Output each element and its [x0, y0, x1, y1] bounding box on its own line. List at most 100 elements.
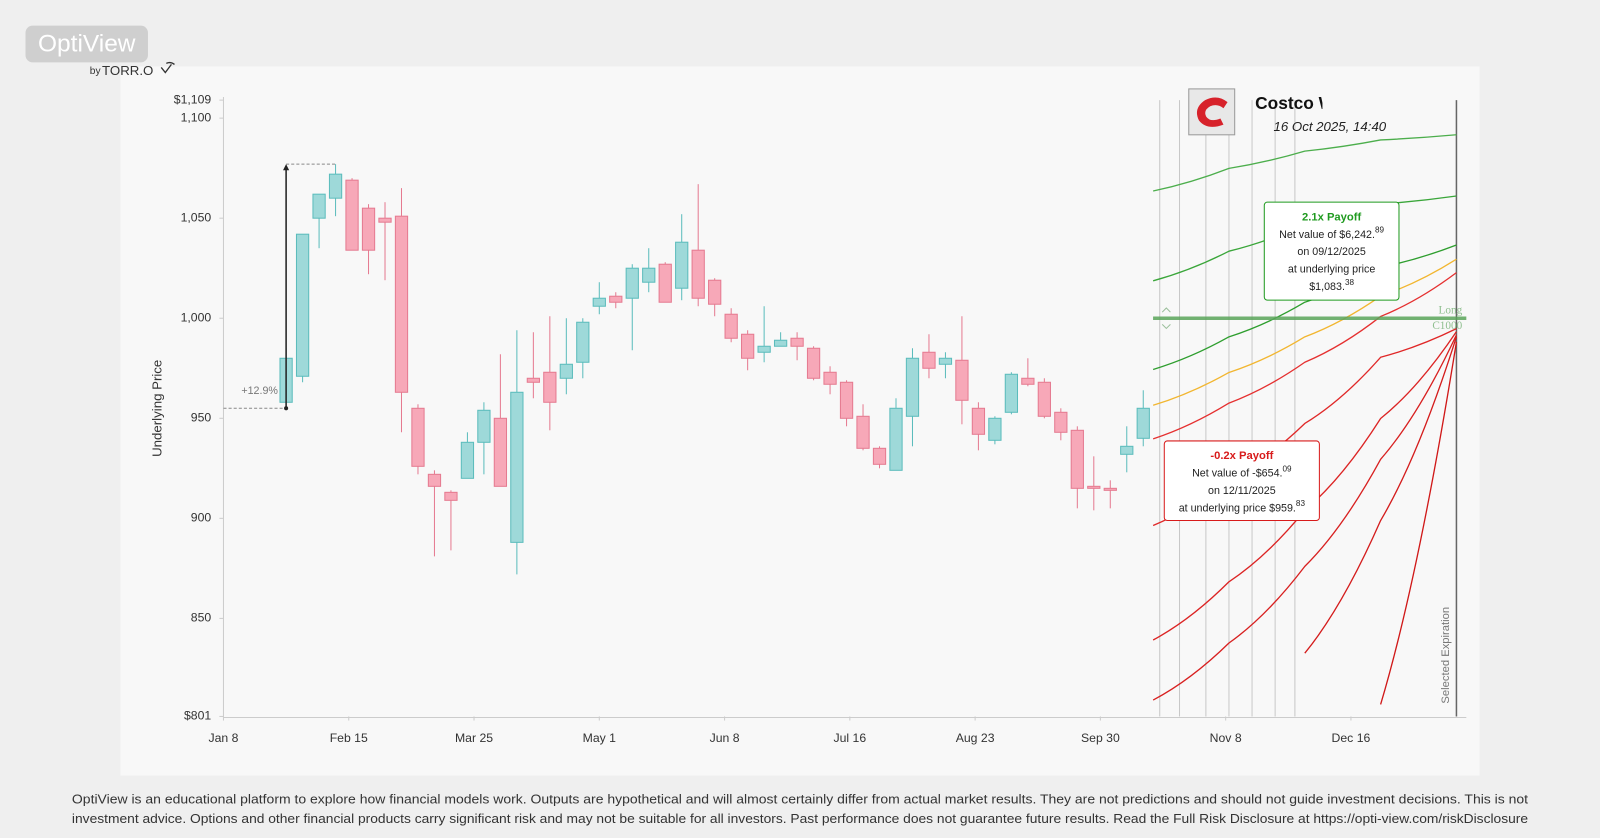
x-tick-label: Feb 15 [330, 731, 368, 745]
candle-body [971, 407, 986, 435]
strike-label: Long [1439, 305, 1463, 317]
brand-company: TORR.O [102, 63, 153, 78]
candle-body [1136, 407, 1150, 439]
candle-body [938, 357, 953, 365]
callout-title: 2.1x Payoff [1302, 211, 1362, 223]
callout-title: -0.2x Payoff [1210, 450, 1273, 462]
callout-line: Net value of -$654.09 [1192, 465, 1292, 480]
candle-body [510, 391, 524, 543]
candle-body [872, 447, 887, 465]
candle-body [477, 409, 491, 443]
callout-sup: 83 [1296, 499, 1306, 508]
callout-box [1263, 201, 1400, 301]
callout-text: $1,083. [1309, 281, 1345, 293]
x-tick-label: Mar 25 [455, 731, 493, 745]
annotation-label: +12.9% [241, 385, 278, 397]
candle-body [1103, 487, 1117, 491]
candle-body [806, 347, 821, 379]
timestamp: 16 Oct 2025, 14:40 [1273, 119, 1386, 134]
plot: $801 850 900 950 1,000 1,050 1,100 $1,109 Jan 8 F… [174, 92, 1467, 745]
candle-body [444, 491, 458, 501]
callout-box [1163, 440, 1320, 522]
stock-logo-mark [1196, 97, 1228, 127]
candle-body [905, 357, 920, 417]
candle-body [609, 295, 623, 303]
y-tick-label: 950 [191, 411, 212, 425]
candle-body [642, 267, 656, 283]
payoff-curve [1304, 336, 1458, 654]
candle-body [1070, 429, 1084, 489]
candle-body [955, 359, 969, 401]
brand-by: by [90, 66, 102, 77]
candle-body [411, 407, 425, 467]
selected-expiration-label: Selected Expiration [1440, 607, 1452, 704]
candle-body [658, 263, 672, 303]
callout-text: at underlying price [1288, 263, 1376, 275]
candle-body [856, 415, 870, 449]
callout-text: on 09/12/2025 [1297, 246, 1365, 258]
stock-logo [1188, 88, 1236, 136]
x-tick-label: Nov 8 [1210, 731, 1242, 745]
candle-body [675, 241, 689, 289]
candle-body [757, 345, 771, 353]
candle-body [1004, 373, 1019, 413]
callout-text: at underlying price $959. [1179, 502, 1296, 514]
callout-line: Net value of $6,242.89 [1279, 226, 1384, 241]
callout-sup: 38 [1345, 278, 1355, 287]
candle-body [1054, 411, 1068, 433]
callout-text: Net value of -$654. [1192, 467, 1282, 479]
payoff-curve [1152, 272, 1457, 440]
callout-line: at underlying price [1288, 263, 1376, 275]
candle-body [295, 233, 310, 377]
y-tick-label: 850 [191, 611, 212, 625]
candle-body [592, 297, 606, 307]
y-tick-label: $801 [184, 709, 211, 723]
candle-body [361, 207, 376, 251]
callout-line: on 12/11/2025 [1208, 485, 1276, 497]
candle-body [1037, 381, 1051, 417]
x-tick-label: Dec 16 [1332, 731, 1371, 745]
x-tick-label: Jun 8 [710, 731, 740, 745]
callout-line: at underlying price $959.83 [1179, 499, 1306, 514]
candle-body [427, 473, 442, 487]
logo-box[interactable] [25, 25, 148, 63]
callout-text: Net value of $6,242. [1279, 229, 1375, 241]
candle-body [922, 351, 936, 369]
disclaimer-line: OptiView is an educational platform to e… [72, 792, 1528, 807]
callout-sup: 09 [1283, 465, 1293, 474]
y-tick-label: $1,109 [174, 92, 212, 106]
callout-sup: 89 [1375, 226, 1385, 235]
brand-icon [160, 61, 175, 74]
candle-body [559, 363, 573, 379]
candle-body [625, 267, 639, 299]
y-tick-label: 1,100 [181, 110, 212, 124]
candle-body [790, 337, 804, 347]
y-tick-label: 1,050 [181, 210, 212, 224]
candle-body [1021, 377, 1035, 385]
x-tick-label: May 1 [583, 731, 617, 745]
candle-body [543, 371, 557, 403]
candle-body [378, 217, 392, 223]
payoff-curve [1152, 258, 1457, 406]
candle-body [708, 279, 722, 305]
x-tick-label: Jul 16 [834, 731, 867, 745]
brand[interactable]: OptiView [38, 30, 136, 57]
x-tick-label: Aug 23 [956, 731, 995, 745]
candle-body [1087, 485, 1101, 489]
payoff-curves [1152, 134, 1458, 705]
candle-body [328, 173, 343, 199]
stock-name: Costco W [1255, 93, 1336, 113]
candle-body [312, 193, 326, 219]
annotation-dot [284, 406, 289, 411]
x-tick-label: Jan 8 [209, 731, 239, 745]
candle-body [823, 371, 837, 385]
y-tick-label: 1,000 [181, 310, 212, 324]
callout-text: on 12/11/2025 [1208, 485, 1276, 497]
callout-line: $1,083.38 [1309, 278, 1354, 293]
strike-handle [1161, 307, 1171, 330]
candle-body [988, 417, 1002, 441]
candle-body [460, 441, 475, 479]
strike-label: C1000 [1432, 320, 1462, 332]
